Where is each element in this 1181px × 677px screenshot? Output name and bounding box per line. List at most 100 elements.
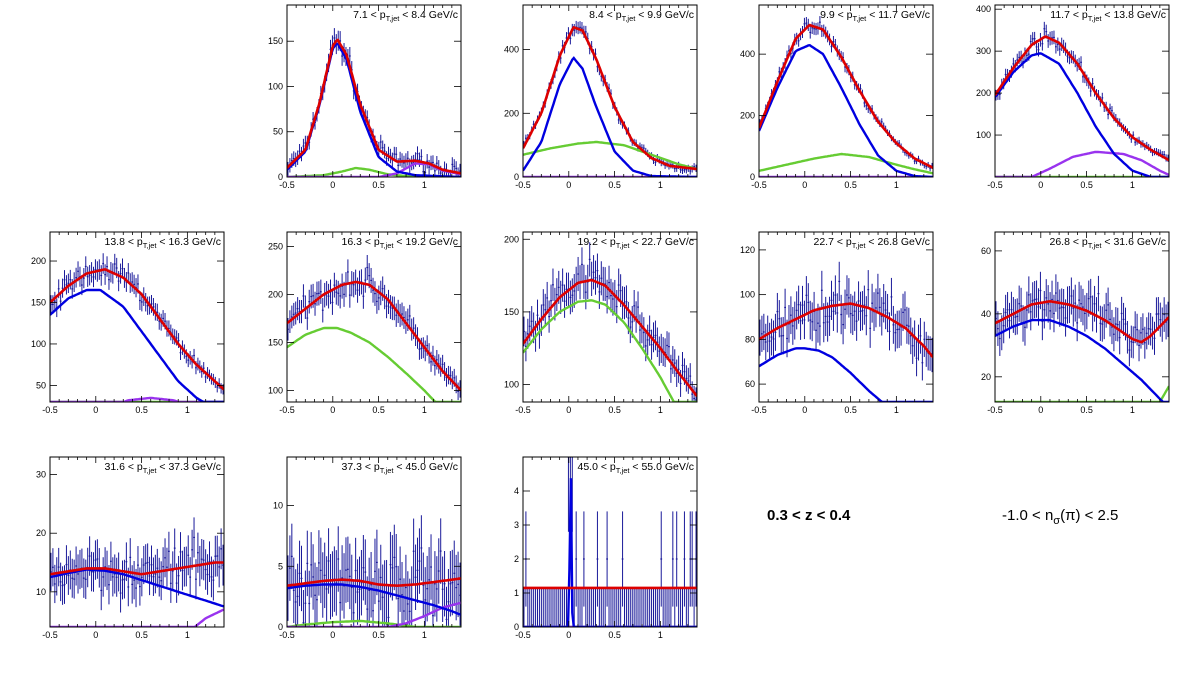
data-point [1035,280,1038,318]
data-point [673,349,676,377]
data-point [86,266,89,287]
data-point [584,587,587,627]
data-point [395,147,398,162]
data-point [904,291,906,329]
data-point [670,587,672,627]
data-point [563,587,566,627]
plot-frame [522,231,698,403]
data-point [654,320,657,351]
x-tick-label: 1 [658,180,663,190]
data-point [637,587,639,627]
data-point [65,275,68,295]
data-point [784,288,786,327]
data-point [650,329,653,360]
x-tick-label: 0.5 [844,405,857,415]
x-tick-label: 0.5 [608,405,621,415]
data-point [131,565,134,604]
data-point [1080,56,1082,69]
data-point [181,550,184,591]
data-point [546,587,549,627]
data-point [768,322,771,360]
plot-area [287,254,461,402]
data-point [156,548,159,588]
data-point [907,307,910,345]
y-tick-label: 30 [36,470,46,480]
data-point [906,306,908,344]
data-point [152,298,155,316]
data-point [1064,299,1067,337]
data-point [575,511,578,607]
data-point [193,348,195,363]
data-point [104,547,106,587]
data-point [880,297,883,336]
data-point [668,587,670,627]
data-point [127,263,130,283]
data-point [772,320,775,358]
data-point [642,587,645,627]
data-point [96,539,99,579]
pion-fit-curve [995,52,1169,177]
data-point [573,23,576,37]
panel-title: 7.1 < pT,jet < 8.4 GeV/c [353,9,458,23]
data-point [1033,280,1036,319]
data-point [877,273,879,313]
data-point [1153,321,1156,355]
x-tick-label: -0.5 [751,405,767,415]
data-point [635,587,637,627]
data-point [352,580,355,627]
data-point [150,545,153,584]
y-tick-label: 100 [268,81,283,91]
x-tick-label: -0.5 [515,180,531,190]
total-fit-curve [759,23,933,169]
data-point [1089,278,1092,315]
panel-title: 16.3 < pT,jet < 19.2 GeV/c [341,236,458,250]
y-tick-label: 0 [514,172,519,182]
data-point [805,276,808,315]
data-point [92,266,95,288]
data-point [581,587,583,627]
data-point [453,540,456,607]
kaon-fit-curve [287,326,461,402]
data-point [550,587,552,627]
data-point [621,511,624,607]
plot-frame [994,231,1170,403]
y-tick-label: 150 [268,337,283,347]
data-point [1072,289,1075,327]
data-point [1143,326,1146,359]
data-point [596,511,599,607]
data-point [602,587,605,627]
data-point [581,247,583,282]
kaon-fit-curve [523,140,697,171]
data-point [822,303,825,343]
data-point [677,355,680,383]
data-point [532,587,535,627]
data-point [627,587,630,627]
data-point [325,556,328,622]
data-point [567,457,570,532]
data-point [337,280,340,306]
data-point [836,293,839,333]
data-point [896,310,899,349]
data-point [894,313,897,352]
panel-title: 19.2 < pT,jet < 22.7 GeV/c [577,236,694,250]
plot-area [50,253,224,402]
data-point [399,151,401,167]
data-point [552,587,554,627]
data-point [577,256,579,292]
data-point [863,285,866,325]
data-point [146,543,149,582]
data-point [306,306,309,330]
y-tick-label: 150 [268,36,283,46]
data-point [613,587,616,627]
data-point [921,344,924,381]
data-point [1134,311,1137,344]
data-point [909,317,912,355]
data-point [175,563,178,603]
data-point [671,346,674,374]
data-point [795,291,798,330]
data-point [600,261,603,296]
